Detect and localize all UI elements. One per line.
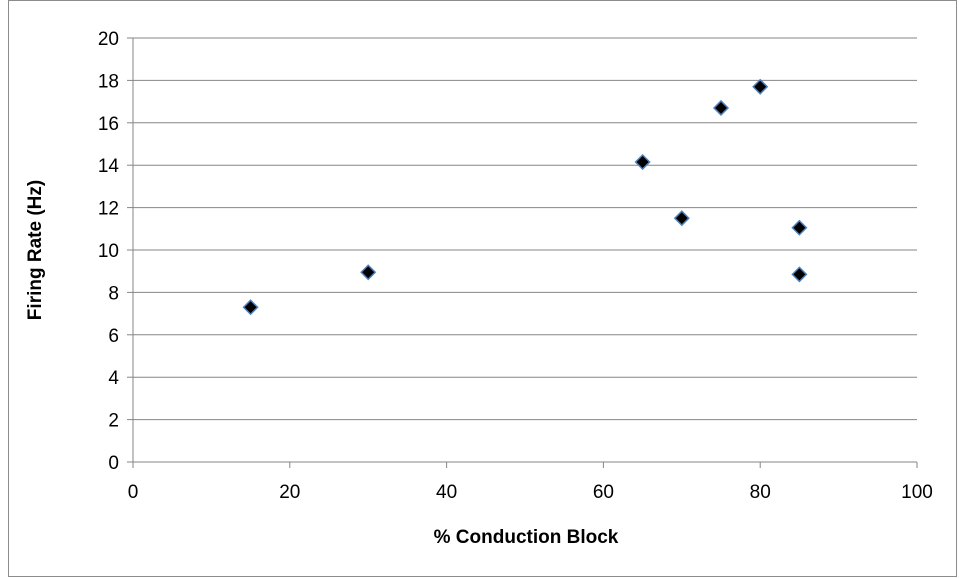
data-point [752, 78, 769, 95]
y-tick-label: 10 [98, 241, 119, 262]
y-tick-label: 2 [108, 411, 119, 432]
data-point [712, 99, 730, 117]
x-tick-label: 20 [279, 482, 300, 503]
data-point [673, 210, 690, 227]
x-tick-labels: 0 20 40 60 80 100 [128, 482, 933, 503]
data-point [360, 264, 377, 281]
y-tick-label: 0 [108, 453, 119, 474]
data-point [791, 219, 808, 236]
y-tick-label: 4 [108, 368, 119, 389]
y-tick-label: 12 [98, 199, 119, 220]
data-points [242, 78, 808, 316]
y-tick-label: 8 [108, 283, 119, 304]
axes [127, 37, 918, 468]
y-tick-labels: 0 2 4 6 8 10 12 14 16 18 20 [98, 29, 120, 474]
data-point [634, 153, 651, 171]
y-tick-label: 14 [98, 156, 120, 177]
data-point [791, 266, 808, 283]
x-axis-title: % Conduction Block [434, 527, 619, 548]
x-tick-label: 80 [750, 482, 771, 503]
data-point [242, 299, 259, 316]
x-tick-label: 0 [128, 482, 139, 503]
y-tick-label: 18 [98, 71, 119, 92]
y-axis-title: Firing Rate (Hz) [25, 180, 46, 320]
x-tick-label: 100 [901, 482, 933, 503]
chart-area [8, 0, 957, 577]
x-tick-label: 60 [593, 482, 614, 503]
y-tick-label: 6 [108, 326, 119, 347]
gridlines [133, 37, 917, 421]
y-tick-label: 16 [98, 114, 119, 135]
y-tick-label: 20 [98, 29, 119, 50]
x-tick-label: 40 [436, 482, 457, 503]
